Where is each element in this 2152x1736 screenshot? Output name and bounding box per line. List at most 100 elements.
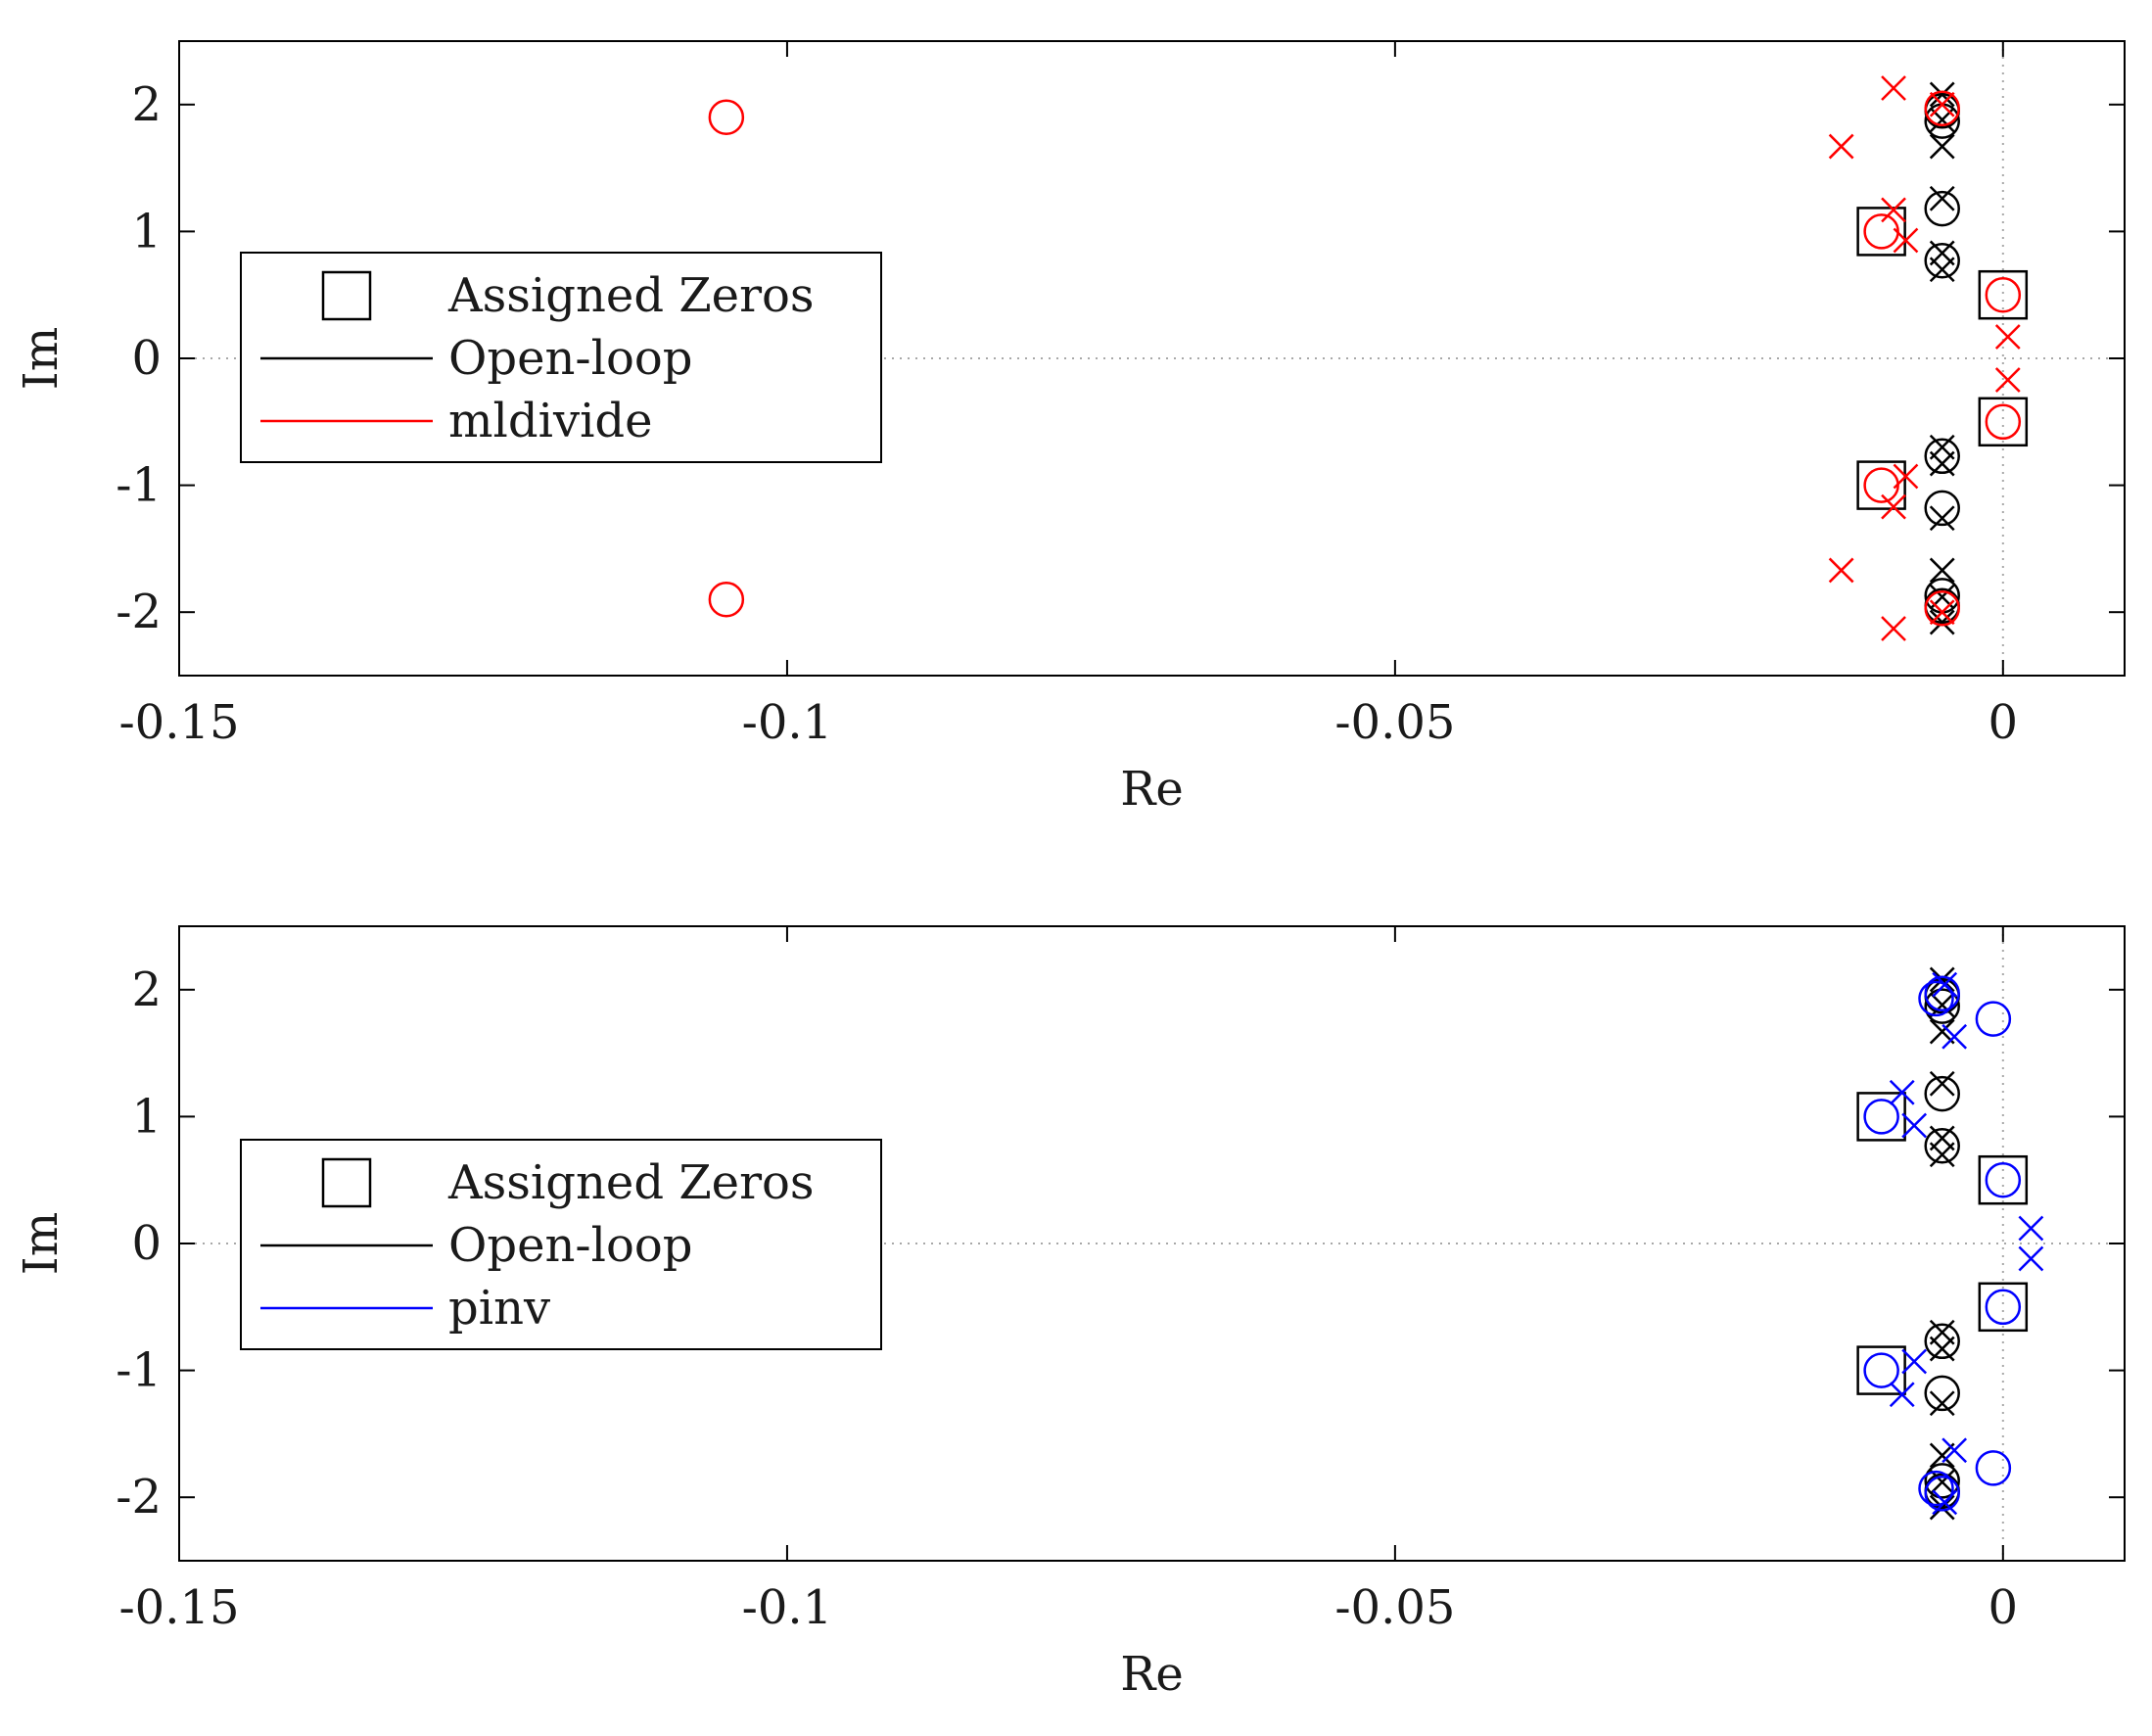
pinv-poles-marker (1932, 971, 1958, 998)
pinv-zeros-marker (1975, 1450, 2012, 1486)
y-axis-label: Im (14, 327, 69, 390)
mldivide-zeros-marker (1924, 590, 1960, 627)
x-axis-label: Re (1120, 762, 1184, 817)
pinv-poles-marker (1901, 1112, 1928, 1139)
open-loop-zeros-marker (1924, 490, 1960, 527)
pinv-poles-marker (1889, 1079, 1915, 1105)
pinv-zeros-marker (1985, 1161, 2022, 1198)
mldivide-poles-marker (1881, 493, 1906, 520)
assigned-zeros-marker (1856, 460, 1906, 510)
x-tick-label: 0 (1988, 1580, 2019, 1635)
legend-square-icon (321, 1157, 372, 1208)
y-tick-label: 1 (131, 204, 162, 258)
legend-label: Assigned Zeros (447, 268, 815, 323)
pinv-zeros-marker (1918, 1470, 1954, 1507)
open-loop-zeros-marker (1924, 438, 1960, 475)
assigned-zeros-marker (1856, 207, 1906, 257)
mldivide-poles-marker (1881, 616, 1906, 641)
x-tick-label: -0.1 (742, 695, 833, 750)
assigned-zeros-marker (1978, 1154, 2029, 1205)
legend-label: Assigned Zeros (447, 1155, 815, 1210)
open-loop-poles-marker (1929, 81, 1955, 108)
open-loop-poles-marker (1929, 240, 1955, 266)
open-loop-poles-marker (1929, 450, 1955, 477)
open-loop-zeros-marker (1924, 242, 1960, 279)
legend: Assigned Zeros Open-loop mldivide (240, 252, 882, 463)
y-tick-label: -2 (116, 1470, 162, 1525)
pinv-zeros-marker (1863, 1352, 1899, 1388)
y-tick-label: 1 (131, 1089, 162, 1144)
assigned-zeros-marker (1978, 269, 2029, 320)
y-tick-label: 0 (131, 331, 162, 386)
legend-label: Open-loop (448, 1218, 693, 1273)
open-loop-poles-marker (1929, 557, 1955, 584)
y-tick-label: -1 (116, 1343, 162, 1398)
x-tick-label: -0.15 (118, 695, 239, 750)
markers-layer (708, 75, 2029, 641)
mldivide-zeros-marker (1985, 403, 2022, 441)
pinv-poles-marker (2018, 1245, 2044, 1272)
bottom-chart-panel: -0.15 -0.1 -0.05 0 -2 -1 0 1 2 Re Im Assigned Zeros… (14, 925, 2126, 1702)
assigned-zeros-marker (1978, 397, 2029, 447)
open-loop-poles-marker (1929, 992, 1955, 1018)
pinv-zeros-marker (1975, 1001, 2012, 1037)
y-tick-label: -2 (116, 585, 162, 639)
open-loop-poles-marker (1929, 1469, 1955, 1495)
open-loop-poles-marker (1929, 1125, 1955, 1151)
pinv-zeros-marker (1924, 975, 1960, 1011)
markers-layer (1856, 966, 2044, 1521)
pinv-zeros-marker (1985, 1289, 2022, 1326)
open-loop-poles-marker (1929, 609, 1955, 635)
open-loop-zeros-marker (1924, 988, 1960, 1024)
mldivide-poles-marker (1881, 197, 1906, 223)
top-chart-panel: -0.15 -0.1 -0.05 0 -2 -1 0 1 2 Re Im Assigned Zeros… (14, 40, 2126, 817)
x-tick-label: -0.05 (1334, 1580, 1455, 1635)
open-loop-poles-marker (1929, 185, 1955, 211)
x-tick-label: 0 (1988, 695, 2019, 750)
pinv-poles-marker (2018, 1215, 2044, 1242)
open-loop-poles-marker (1929, 505, 1955, 532)
legend-label: Open-loop (448, 331, 693, 386)
mldivide-poles-marker (1881, 75, 1906, 101)
mldivide-zeros-marker (708, 581, 745, 618)
x-tick-label: -0.1 (742, 1580, 833, 1635)
open-loop-zeros-marker (1924, 190, 1960, 227)
pinv-zeros-marker (1863, 1099, 1899, 1135)
mldivide-poles-marker (1994, 367, 2021, 393)
y-tick-label: 2 (131, 77, 162, 132)
y-tick-label: 2 (131, 962, 162, 1017)
pinv-poles-marker (1941, 1023, 1968, 1050)
y-axis-label: Im (14, 1212, 69, 1275)
legend-square-icon (321, 270, 372, 321)
pinv-zeros-marker (1918, 980, 1954, 1017)
pinv-poles-marker (1889, 1382, 1915, 1408)
mldivide-poles-marker (1893, 463, 1919, 490)
mldivide-poles-marker (1828, 557, 1854, 584)
open-loop-poles-marker (1929, 1390, 1955, 1417)
mldivide-poles-marker (1828, 133, 1854, 160)
pinv-poles-marker (1932, 1489, 1958, 1516)
pinv-zeros-marker (1924, 1476, 1960, 1512)
legend: Assigned Zeros Open-loop pinv (240, 1139, 882, 1350)
mldivide-poles-marker (1994, 324, 2021, 350)
legend-label: pinv (448, 1281, 550, 1336)
mldivide-poles-marker (1929, 91, 1955, 117)
mldivide-zeros-marker (708, 99, 745, 136)
assigned-zeros-marker (1978, 1282, 2029, 1333)
x-tick-label: -0.15 (118, 1580, 239, 1635)
pinv-poles-marker (1901, 1348, 1928, 1375)
mldivide-zeros-marker (1985, 276, 2022, 313)
y-tick-label: -1 (116, 458, 162, 513)
legend-label: mldivide (448, 394, 653, 448)
mldivide-poles-marker (1929, 599, 1955, 626)
open-loop-zeros-marker (1924, 1463, 1960, 1499)
open-loop-poles-marker (1929, 1336, 1955, 1362)
x-tick-label: -0.05 (1334, 695, 1455, 750)
open-loop-zeros-marker (1924, 1075, 1960, 1112)
open-loop-zeros-marker (1924, 1323, 1960, 1360)
open-loop-poles-marker (1929, 133, 1955, 160)
mldivide-poles-marker (1893, 227, 1919, 254)
pinv-poles-marker (1941, 1437, 1968, 1464)
x-axis-label: Re (1120, 1647, 1184, 1702)
